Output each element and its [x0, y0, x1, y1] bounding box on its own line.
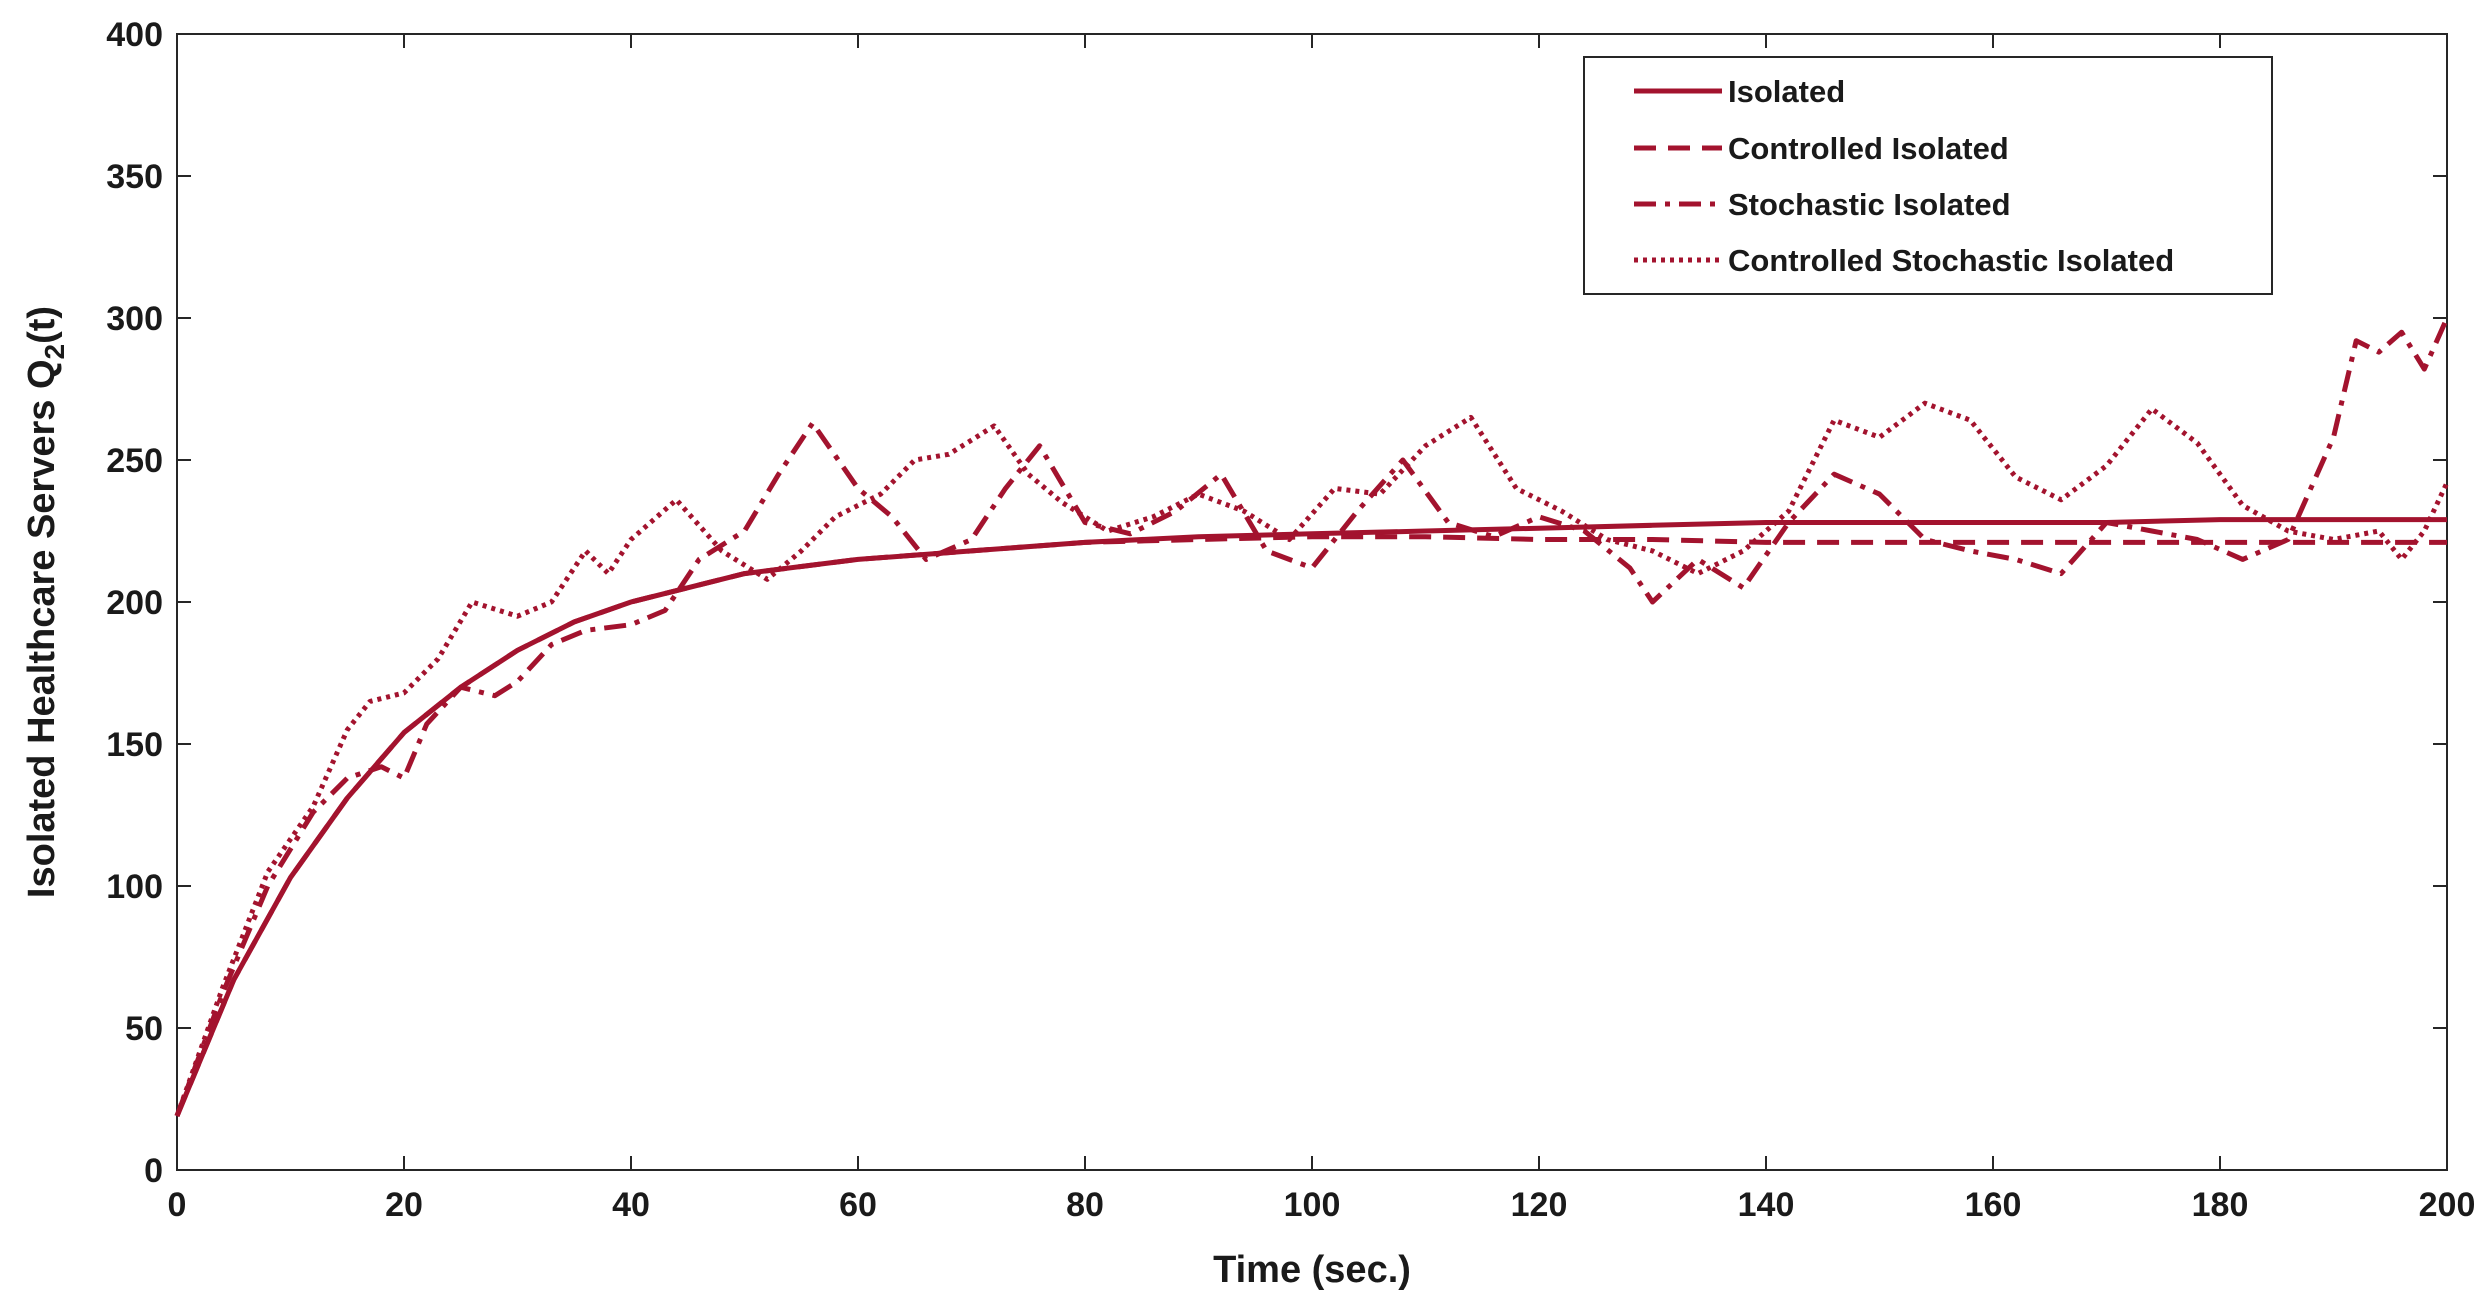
legend-label-stochastic-isolated: Stochastic Isolated — [1728, 187, 2011, 222]
y-tick-label: 250 — [106, 442, 163, 480]
x-tick-label: 100 — [1284, 1186, 1341, 1224]
x-tick-label: 200 — [2419, 1186, 2476, 1224]
series-line-controlled-isolated — [174, 534, 2447, 1117]
x-tick-label: 60 — [839, 1186, 877, 1224]
y-tick-label: 200 — [106, 584, 163, 622]
y-axis-title-main: Isolated Healthcare Servers Q — [21, 359, 63, 898]
x-tick-label: 0 — [168, 1186, 187, 1224]
y-axis-title-group: Isolated Healthcare Servers Q2(t) — [21, 306, 70, 898]
x-tick-label: 80 — [1066, 1186, 1104, 1224]
series-layer — [174, 316, 2450, 1117]
x-tick-label: 120 — [1511, 1186, 1568, 1224]
y-tick-label: 350 — [106, 158, 163, 196]
y-axis: 0 50 100 150 200 250 300 350 400 — [106, 16, 2447, 1190]
y-tick-label: 300 — [106, 300, 163, 338]
y-axis-title-suffix: (t) — [21, 306, 63, 344]
x-tick-label: 20 — [385, 1186, 423, 1224]
y-tick-label: 400 — [106, 16, 163, 54]
legend-label-isolated: Isolated — [1728, 74, 1845, 109]
legend-label-controlled-stochastic-isolated: Controlled Stochastic Isolated — [1728, 243, 2174, 278]
x-tick-label: 160 — [1965, 1186, 2022, 1224]
legend-label-controlled-isolated: Controlled Isolated — [1728, 131, 2009, 166]
y-tick-label: 0 — [144, 1152, 163, 1190]
y-tick-label: 100 — [106, 868, 163, 906]
x-axis-title: Time (sec.) — [1213, 1249, 1411, 1291]
x-tick-label: 40 — [612, 1186, 650, 1224]
series-line-stochastic-isolated — [174, 316, 2450, 1117]
y-tick-label: 50 — [125, 1010, 163, 1048]
series-line-controlled-stochastic-isolated — [174, 400, 2450, 1117]
y-axis-title: Isolated Healthcare Servers Q2(t) — [21, 306, 70, 898]
legend: Isolated Controlled Isolated Stochastic … — [1583, 56, 2273, 295]
legend-box — [1583, 56, 2273, 295]
x-tick-label: 140 — [1738, 1186, 1795, 1224]
x-axis: 0 20 40 60 80 100 120 140 160 180 200 — [168, 34, 2476, 1224]
x-tick-label: 180 — [2192, 1186, 2249, 1224]
y-tick-label: 150 — [106, 726, 163, 764]
y-axis-title-subscript: 2 — [39, 344, 70, 360]
